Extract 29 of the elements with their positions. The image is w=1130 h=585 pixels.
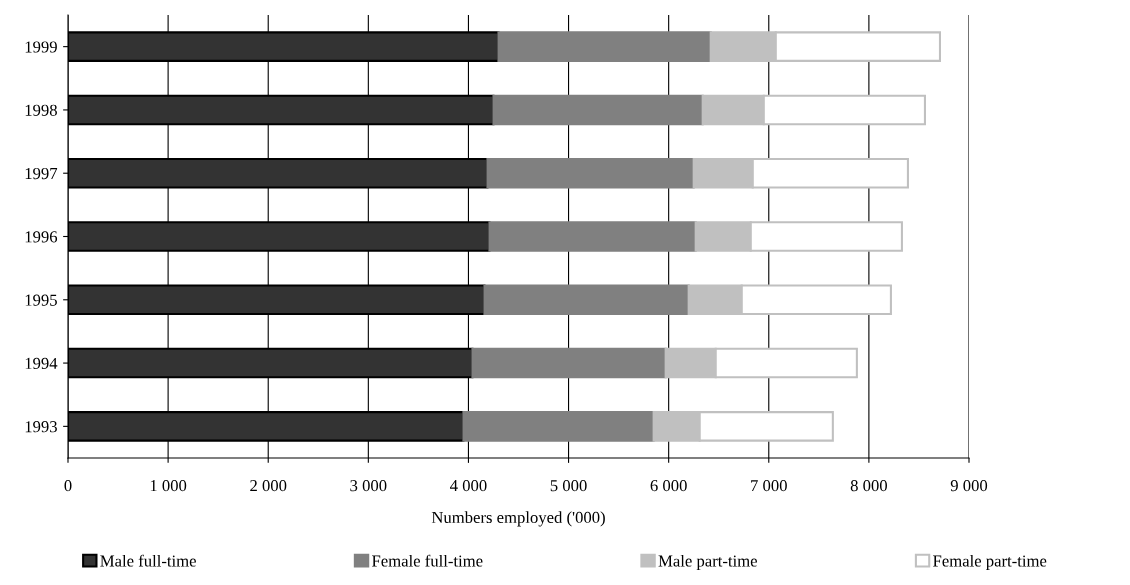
legend-label: Female part-time (933, 554, 1047, 570)
x-tick-label: 3 000 (350, 480, 387, 492)
x-tick-label: 7 000 (751, 480, 787, 492)
x-tick-label: 5 000 (550, 480, 587, 492)
y-tick-label: 1998 (25, 104, 57, 116)
y-tick-label: 1995 (25, 294, 57, 306)
y-tick-label: 1997 (25, 167, 58, 180)
y-tick-label: 1994 (25, 357, 58, 370)
bar (492, 94, 704, 126)
bar (483, 284, 690, 316)
x-tick-label: 4 000 (450, 480, 487, 492)
legend-label: Male full-time (100, 554, 196, 567)
bar (488, 221, 697, 252)
x-axis-title: Numbers employed ('000) (431, 511, 605, 527)
y-tick-label: 1993 (25, 421, 57, 433)
y-tick-label: 1999 (25, 41, 57, 53)
bar (486, 157, 695, 189)
x-tick-label: 9 000 (950, 480, 988, 492)
bar (471, 347, 667, 379)
legend-label: Male part-time (658, 554, 757, 570)
y-tick-label: 1996 (25, 231, 58, 243)
x-tick-label: 6 000 (650, 480, 687, 492)
x-tick-label: 2 000 (250, 480, 287, 492)
bar (497, 31, 712, 62)
legend-label: Female full-time (372, 554, 483, 567)
x-tick-label: 8 000 (850, 480, 887, 492)
x-tick-label: 0 (64, 480, 72, 492)
x-tick-label: 1 000 (150, 480, 187, 492)
bar (462, 411, 655, 442)
